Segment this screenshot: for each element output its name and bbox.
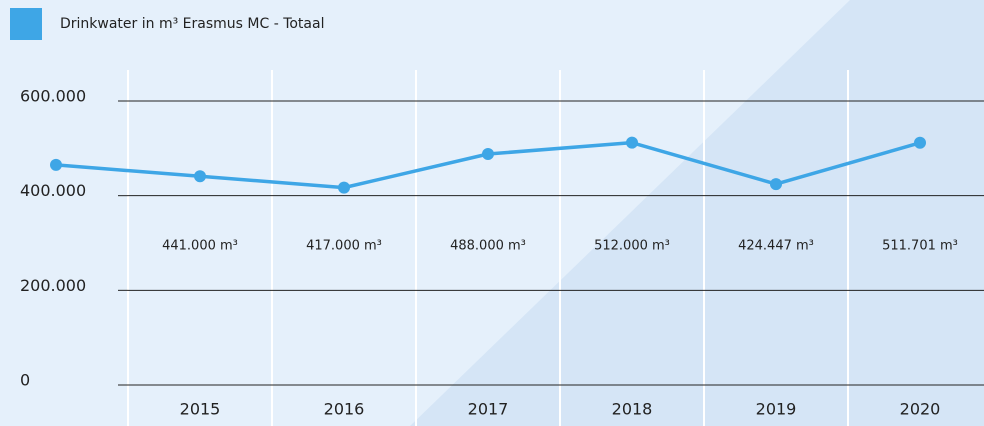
- background-shape: [410, 0, 984, 426]
- x-tick-label: 2018: [612, 400, 653, 419]
- value-label: 424.447 m³: [738, 239, 814, 254]
- x-tick-label: 2020: [900, 400, 941, 419]
- y-tick-label: 200.000: [20, 276, 86, 295]
- value-label: 441.000 m³: [162, 239, 238, 254]
- x-tick-label: 2017: [468, 400, 509, 419]
- legend-swatch: [10, 8, 42, 40]
- value-label: 417.000 m³: [306, 239, 382, 254]
- y-tick-label: 400.000: [20, 181, 86, 200]
- x-tick-label: 2019: [756, 400, 797, 419]
- data-point: [194, 170, 206, 183]
- data-point: [482, 148, 494, 161]
- data-point: [626, 136, 638, 149]
- y-tick-label: 0: [20, 371, 30, 390]
- x-tick-label: 2015: [180, 400, 221, 419]
- data-point: [914, 136, 926, 149]
- value-label: 488.000 m³: [450, 239, 526, 254]
- data-point: [338, 181, 350, 194]
- value-label: 511.701 m³: [882, 239, 958, 254]
- legend-label: Drinkwater in m³ Erasmus MC - Totaal: [60, 16, 324, 32]
- y-tick-label: 600.000: [20, 87, 86, 106]
- data-point: [50, 158, 62, 171]
- x-tick-label: 2016: [324, 400, 365, 419]
- data-point: [770, 178, 782, 191]
- value-label: 512.000 m³: [594, 239, 670, 254]
